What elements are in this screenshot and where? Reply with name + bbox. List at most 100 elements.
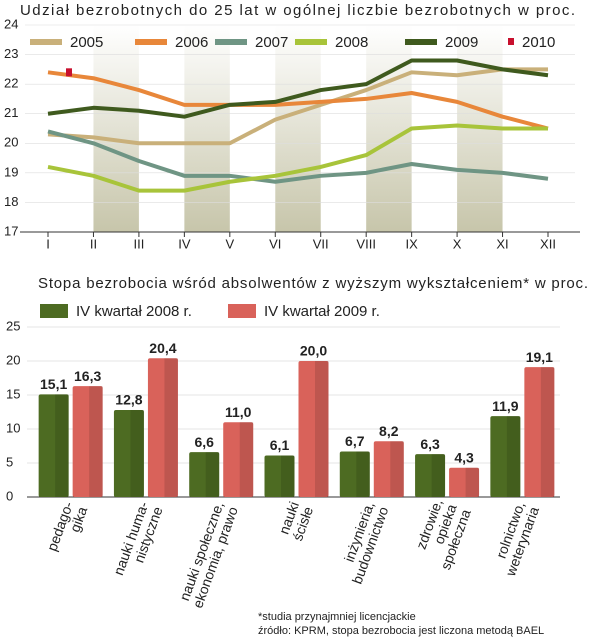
value-label: 8,2 bbox=[379, 423, 399, 439]
legend-label: 2006 bbox=[175, 34, 208, 51]
bar bbox=[339, 451, 370, 497]
series-line bbox=[47, 129, 549, 184]
bar-shade bbox=[239, 422, 254, 497]
x-tick-label: IX bbox=[405, 236, 418, 251]
bar bbox=[147, 358, 178, 497]
x-tick-label: III bbox=[133, 236, 144, 251]
y-tick-label: 10 bbox=[6, 420, 20, 435]
x-tick-label: XI bbox=[496, 236, 508, 251]
bar bbox=[415, 454, 446, 497]
bar-shade bbox=[390, 441, 404, 497]
value-label: 6,6 bbox=[194, 434, 214, 450]
value-label: 6,1 bbox=[270, 437, 290, 453]
value-label: 12,8 bbox=[115, 392, 142, 408]
y-tick-label: 23 bbox=[4, 46, 18, 61]
value-label: 20,0 bbox=[300, 343, 327, 359]
value-label: 20,4 bbox=[149, 340, 176, 356]
x-tick-label: X bbox=[453, 236, 462, 251]
note: *studia przynajmniej licencjackie bbox=[258, 611, 416, 623]
chart-title: Stopa bezrobocia wśród absolwentów z wyż… bbox=[38, 275, 588, 292]
bar-shade bbox=[315, 361, 329, 497]
y-tick-label: 20 bbox=[4, 135, 18, 150]
bar-shade bbox=[540, 367, 555, 497]
bar-shade bbox=[431, 454, 446, 497]
y-tick-label: 22 bbox=[4, 76, 18, 91]
series-line bbox=[47, 58, 549, 119]
y-tick-label: 0 bbox=[6, 488, 13, 503]
value-label: 11,9 bbox=[492, 398, 519, 414]
chart-title: Udział bezrobotnych do 25 lat w ogólnej … bbox=[20, 2, 575, 19]
y-tick-label: 5 bbox=[6, 454, 13, 469]
band bbox=[93, 25, 139, 232]
value-label: 11,0 bbox=[225, 404, 252, 420]
legend-label: 2010 bbox=[522, 34, 555, 51]
note: źródło: KPRM, stopa bezrobocia jest licz… bbox=[258, 625, 544, 637]
y-tick-label: 21 bbox=[4, 105, 18, 120]
y-tick-label: 17 bbox=[4, 223, 18, 238]
legend-label: IV kwartał 2008 r. bbox=[76, 303, 192, 320]
x-tick-label: V bbox=[225, 236, 234, 251]
y-tick-label: 18 bbox=[4, 194, 18, 209]
bar-shade bbox=[130, 409, 144, 497]
x-tick-label: nauki huma-nistyczne bbox=[110, 499, 166, 582]
y-tick-label: 24 bbox=[4, 16, 18, 31]
bar-shade bbox=[89, 386, 103, 497]
x-tick-label: I bbox=[46, 236, 50, 251]
value-label: 19,1 bbox=[526, 349, 553, 365]
band bbox=[184, 25, 230, 232]
x-tick-label: zdrowie,opiekaspołeczna bbox=[409, 496, 474, 571]
series-line bbox=[47, 67, 548, 146]
y-tick-label: 15 bbox=[6, 386, 20, 401]
legend-label: 2009 bbox=[445, 34, 478, 51]
bar-shade bbox=[356, 451, 370, 497]
y-tick-label: 20 bbox=[6, 352, 20, 367]
bar bbox=[264, 455, 295, 497]
x-tick-label: inżynieria,budownictwo bbox=[334, 499, 391, 586]
bar bbox=[449, 467, 480, 497]
x-tick-label: rolnictwo,weterynaria bbox=[487, 499, 541, 579]
bar bbox=[113, 409, 144, 497]
value-label: 4,3 bbox=[454, 449, 474, 465]
legend-label: 2008 bbox=[335, 34, 368, 51]
series-line bbox=[47, 70, 549, 131]
bar-shade bbox=[164, 358, 178, 497]
legend-swatch bbox=[228, 304, 256, 318]
legend-label: IV kwartał 2009 r. bbox=[264, 303, 380, 320]
legend-swatch bbox=[40, 304, 68, 318]
series-line bbox=[47, 123, 548, 193]
bar bbox=[298, 361, 329, 497]
value-label: 6,7 bbox=[345, 433, 365, 449]
bar bbox=[490, 416, 521, 497]
bar bbox=[223, 422, 254, 497]
x-tick-label: XII bbox=[540, 236, 556, 251]
x-tick-label: VI bbox=[269, 236, 281, 251]
x-tick-label: II bbox=[90, 236, 97, 251]
bar bbox=[524, 367, 555, 497]
x-tick-label: pedago-gika bbox=[43, 499, 90, 558]
x-tick-label: naukiścisłe bbox=[275, 499, 316, 543]
bar-shade bbox=[465, 467, 480, 497]
bar-shade bbox=[55, 394, 69, 497]
value-label: 6,3 bbox=[420, 436, 440, 452]
value-label: 15,1 bbox=[40, 376, 67, 392]
bar bbox=[38, 394, 69, 497]
point bbox=[66, 68, 72, 77]
bar-shade bbox=[281, 455, 295, 497]
band bbox=[275, 25, 321, 232]
bar bbox=[189, 452, 220, 497]
bar bbox=[373, 441, 404, 497]
legend-label: 2005 bbox=[70, 34, 103, 51]
x-tick-label: nauki społeczne,ekonomia, prawo bbox=[175, 499, 241, 610]
x-tick-label: IV bbox=[178, 236, 191, 251]
x-tick-label: VII bbox=[313, 236, 329, 251]
bar-shade bbox=[506, 416, 521, 497]
y-tick-label: 25 bbox=[6, 318, 20, 333]
y-tick-label: 19 bbox=[4, 164, 18, 179]
bar-shade bbox=[205, 452, 220, 497]
band bbox=[366, 25, 412, 232]
legend-label: 2007 bbox=[255, 34, 288, 51]
value-label: 16,3 bbox=[74, 368, 101, 384]
legend-swatch bbox=[508, 38, 514, 45]
x-tick-label: VIII bbox=[356, 236, 376, 251]
